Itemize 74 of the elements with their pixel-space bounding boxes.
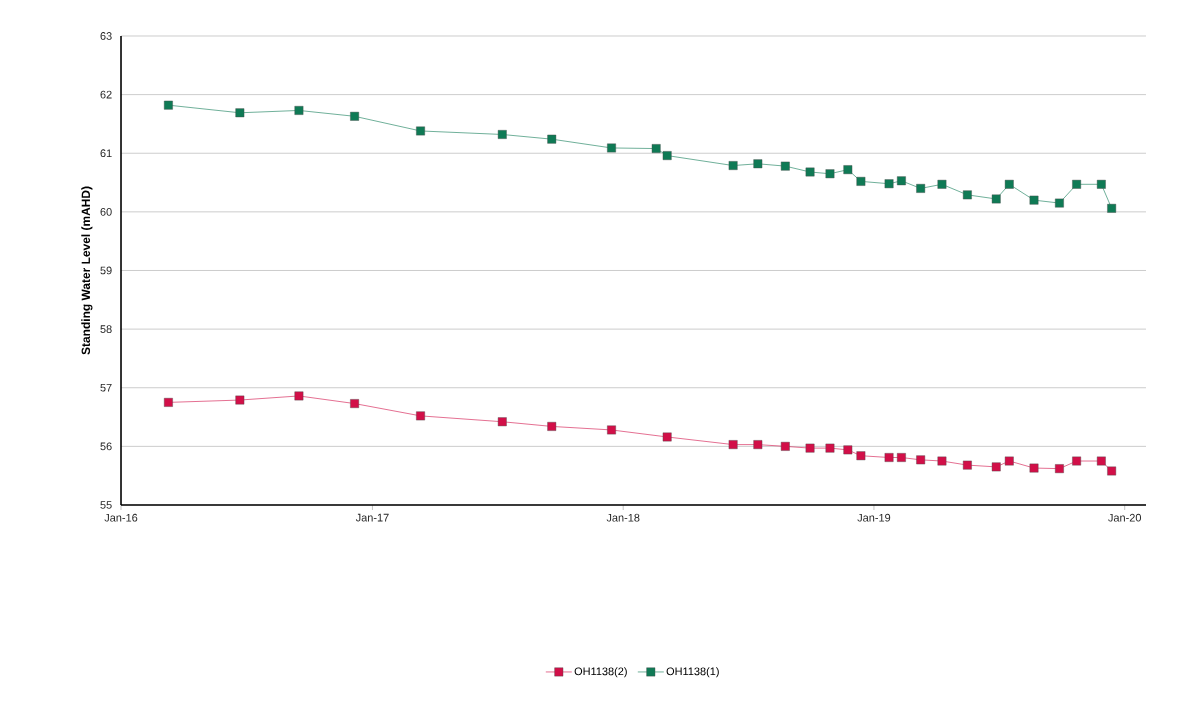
point	[607, 143, 616, 153]
point	[416, 411, 425, 421]
point	[916, 455, 926, 465]
point	[805, 167, 815, 177]
point	[1072, 456, 1082, 466]
point	[1096, 456, 1106, 466]
point	[991, 462, 1001, 472]
y-tick-label: 61	[100, 149, 112, 158]
x-tick-label: Jan-18	[606, 513, 640, 522]
point	[651, 144, 661, 153]
x-tick-label: Jan-17	[355, 513, 389, 522]
x-tick-label: Jan-16	[104, 513, 138, 522]
point	[962, 460, 972, 470]
y-tick-label: 56	[100, 442, 112, 451]
point	[843, 445, 853, 455]
legend-label: OH1138(1)	[666, 667, 719, 678]
point	[547, 422, 557, 431]
point	[962, 190, 972, 200]
y-tick-label: 55	[100, 501, 112, 509]
point	[780, 161, 790, 171]
point	[753, 159, 763, 169]
point	[937, 179, 947, 189]
point	[728, 161, 738, 170]
point	[991, 194, 1001, 204]
point	[843, 165, 853, 175]
point	[780, 441, 790, 451]
point	[350, 399, 359, 408]
y-tick-label: 63	[100, 32, 112, 40]
point	[805, 443, 815, 453]
point	[856, 176, 866, 186]
point	[235, 108, 245, 118]
point	[884, 179, 894, 189]
point	[416, 126, 425, 136]
point	[497, 417, 507, 427]
point	[1107, 466, 1117, 476]
x-tick-label: Jan-20	[1108, 513, 1142, 522]
point	[916, 184, 926, 193]
point	[497, 130, 507, 139]
point	[1004, 456, 1014, 466]
point	[294, 106, 304, 115]
point	[1096, 179, 1106, 189]
point	[1029, 195, 1039, 205]
point	[937, 456, 947, 466]
y-tick-label: 57	[100, 383, 112, 392]
point	[753, 440, 763, 449]
point	[1107, 203, 1117, 213]
point	[825, 443, 835, 453]
point	[1072, 179, 1082, 189]
point	[1055, 198, 1064, 208]
point	[607, 425, 616, 435]
point	[884, 453, 894, 462]
point	[662, 432, 672, 442]
y-tick-label: 62	[100, 90, 112, 99]
point	[350, 111, 359, 121]
y-tick-label: 60	[100, 208, 112, 216]
x-tick-label: Jan-19	[857, 513, 891, 522]
point	[235, 395, 245, 405]
point	[897, 453, 906, 462]
y-axis-title: Standing Water Level (mAHD)	[81, 186, 93, 355]
point	[1055, 464, 1064, 474]
point	[294, 391, 304, 401]
point	[164, 397, 173, 407]
point	[547, 134, 557, 144]
point	[825, 169, 835, 179]
point	[662, 151, 672, 160]
point	[164, 100, 173, 110]
point	[1029, 463, 1039, 473]
y-tick-label: 59	[100, 266, 112, 275]
point	[1004, 179, 1014, 189]
point	[856, 451, 866, 461]
point	[897, 176, 906, 186]
point	[728, 440, 738, 449]
y-tick-label: 58	[100, 325, 112, 333]
legend-label: OH1138(2)	[574, 667, 627, 678]
